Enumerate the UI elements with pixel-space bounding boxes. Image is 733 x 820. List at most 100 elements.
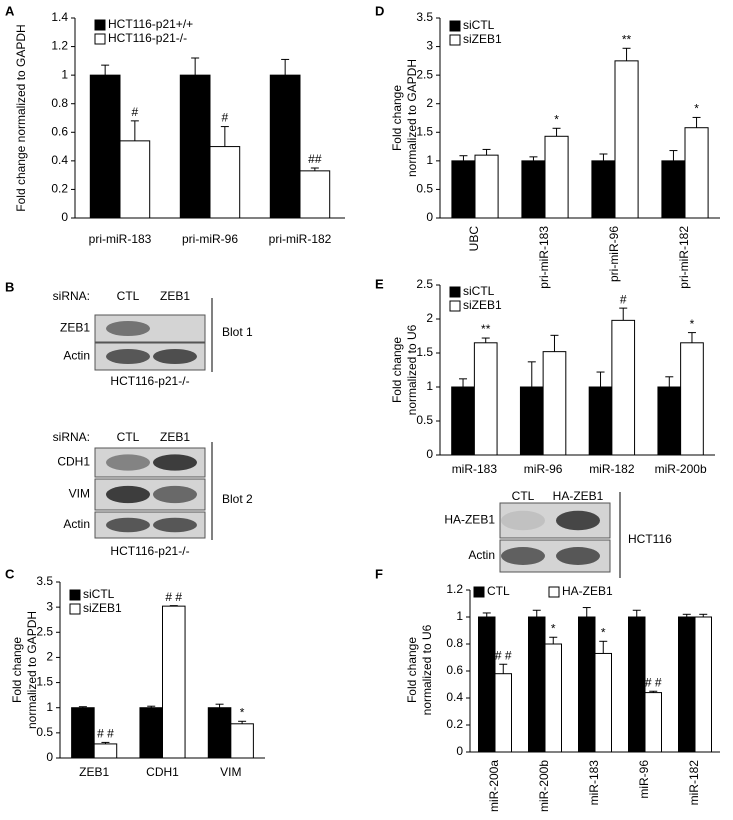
row-label: Actin xyxy=(63,517,90,531)
bar xyxy=(694,616,712,753)
blot-band xyxy=(153,485,197,504)
y-tick-label: 1.5 xyxy=(416,124,433,138)
y-tick-label: 1.5 xyxy=(36,675,53,689)
significance-mark: # xyxy=(620,292,627,306)
error-bar xyxy=(582,607,591,617)
y-tick-label: 1.2 xyxy=(51,39,68,53)
row-label: ZEB1 xyxy=(60,321,90,335)
y-tick-label: 1.5 xyxy=(416,345,433,359)
y-tick-label: 2 xyxy=(46,650,53,664)
significance-mark: ** xyxy=(622,32,632,46)
lane-label: ZEB1 xyxy=(160,430,190,444)
significance-mark: * xyxy=(694,102,699,116)
y-tick-label: 2 xyxy=(426,311,433,325)
legend-swatch xyxy=(69,589,81,601)
panel-letter: A xyxy=(5,3,15,18)
significance-mark: # # xyxy=(645,675,662,689)
legend-label: HCT116-p21-/- xyxy=(108,31,187,45)
y-tick-label: 3.5 xyxy=(36,574,53,588)
error-bar xyxy=(459,155,468,161)
bar xyxy=(644,692,662,753)
blot-band xyxy=(556,510,600,531)
y-tick-label: 0 xyxy=(426,447,433,461)
bar xyxy=(207,707,232,759)
significance-mark: * xyxy=(240,705,245,719)
error-bar xyxy=(687,332,696,343)
bar xyxy=(628,616,646,753)
x-tick-label: pri-miR-183 xyxy=(537,226,551,289)
y-tick-label: 1 xyxy=(426,379,433,393)
significance-mark: ## xyxy=(308,152,322,166)
significance-mark: # xyxy=(132,105,139,119)
bar xyxy=(521,160,546,219)
blot-band xyxy=(153,517,197,533)
bar xyxy=(473,342,498,456)
error-bar xyxy=(147,705,156,708)
significance-mark: # # xyxy=(495,648,512,662)
error-bar xyxy=(619,307,628,321)
error-bar xyxy=(101,741,110,744)
blot-band xyxy=(106,517,150,533)
error-bar xyxy=(215,703,224,708)
bar xyxy=(478,616,496,753)
error-bar xyxy=(101,64,110,76)
y-axis-label: Fold change xyxy=(390,337,404,403)
significance-mark: * xyxy=(690,317,695,331)
y-tick-label: 1 xyxy=(456,609,463,623)
bar xyxy=(684,127,709,219)
bar xyxy=(89,74,121,219)
y-axis-label: Fold change normalized to GAPDH xyxy=(14,24,28,211)
error-bar xyxy=(632,609,641,617)
y-axis-label: normalized to GAPDH xyxy=(405,59,419,177)
significance-mark: # xyxy=(222,111,229,125)
y-tick-label: 2.5 xyxy=(416,277,433,291)
x-tick-label: CDH1 xyxy=(146,765,179,779)
significance-mark: * xyxy=(554,112,559,126)
error-bar xyxy=(459,378,468,387)
blot-label: HCT116 xyxy=(628,532,672,546)
x-tick-label: ZEB1 xyxy=(79,765,109,779)
y-tick-label: 2.5 xyxy=(36,624,53,638)
bar xyxy=(209,146,241,219)
error-bar xyxy=(550,334,559,352)
y-tick-label: 1.4 xyxy=(51,10,68,24)
bar xyxy=(678,616,696,753)
error-bar xyxy=(281,58,290,76)
error-bar xyxy=(669,150,678,161)
significance-mark: ** xyxy=(481,322,491,336)
bar xyxy=(657,386,682,456)
error-bar xyxy=(482,612,491,617)
error-bar xyxy=(682,613,691,617)
legend-swatch xyxy=(449,34,461,46)
blot-band xyxy=(106,485,150,504)
error-bar xyxy=(665,376,674,387)
y-tick-label: 0 xyxy=(456,744,463,758)
panel-letter: F xyxy=(375,566,383,581)
y-tick-label: 1 xyxy=(426,153,433,167)
legend-label: siZEB1 xyxy=(463,298,502,312)
error-bar xyxy=(130,120,139,141)
x-tick-label: miR-182 xyxy=(589,462,635,476)
error-bar xyxy=(482,148,491,156)
legend-swatch xyxy=(94,19,106,31)
significance-mark: * xyxy=(551,621,556,635)
y-tick-label: 0.2 xyxy=(446,717,463,731)
bar xyxy=(544,643,562,753)
lane-label: HA-ZEB1 xyxy=(553,489,604,503)
blot-band xyxy=(153,454,197,471)
error-bar xyxy=(169,605,178,607)
legend-swatch xyxy=(473,586,485,598)
bar xyxy=(299,170,331,219)
y-tick-label: 0 xyxy=(61,210,68,224)
legend-swatch xyxy=(94,33,106,45)
y-axis-label: Fold change xyxy=(405,637,419,703)
panel-letter: E xyxy=(375,276,384,291)
lane-label: CTL xyxy=(117,430,140,444)
y-tick-label: 0.5 xyxy=(416,182,433,196)
bar xyxy=(594,652,612,753)
bar xyxy=(474,154,499,219)
blot-label: Blot 2 xyxy=(222,492,253,506)
row-label: CDH1 xyxy=(57,455,90,469)
x-tick-label: miR-200b xyxy=(655,462,707,476)
